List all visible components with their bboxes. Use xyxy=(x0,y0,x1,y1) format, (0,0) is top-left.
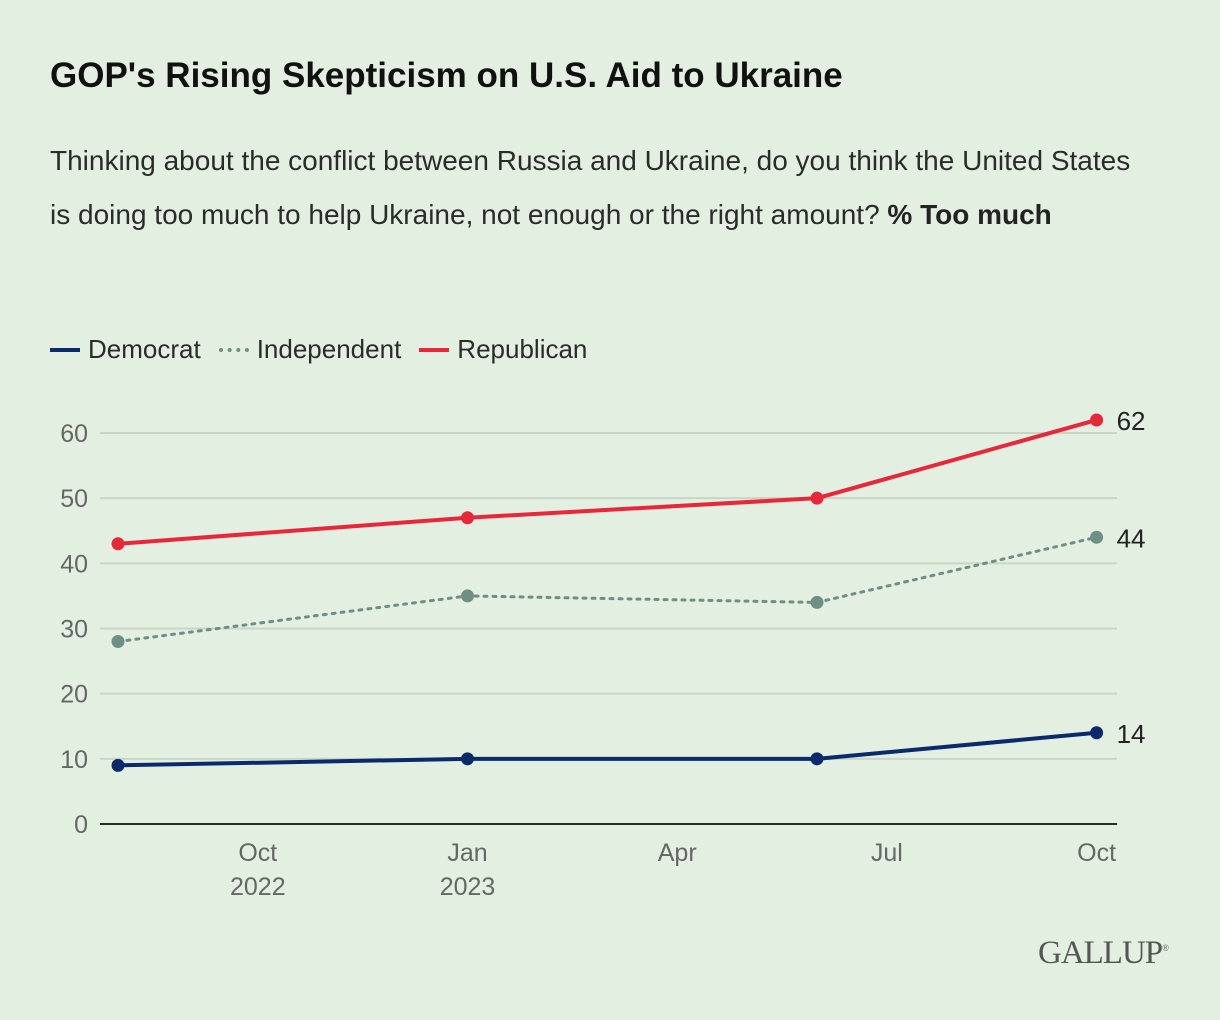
y-tick-label: 50 xyxy=(60,485,88,513)
data-point-republican xyxy=(810,491,824,505)
x-tick-year-label: 2022 xyxy=(230,873,286,901)
data-point-independent xyxy=(461,589,474,603)
legend-item-independent: Independent xyxy=(218,334,402,365)
legend-item-democrat: Democrat xyxy=(50,334,201,365)
end-label-republican: 62 xyxy=(1117,406,1146,436)
chart-subtitle: Thinking about the conflict between Russ… xyxy=(50,134,1150,242)
data-point-republican xyxy=(1090,413,1104,427)
x-tick-label: Oct xyxy=(238,839,277,867)
y-tick-label: 30 xyxy=(60,616,88,644)
legend: Democrat Independent Republican xyxy=(50,334,587,365)
data-point-republican xyxy=(111,537,125,551)
end-label-independent: 44 xyxy=(1117,523,1146,553)
data-point-independent xyxy=(1090,530,1104,544)
data-point-democrat xyxy=(1090,726,1104,740)
data-point-democrat xyxy=(461,752,474,766)
subtitle-emphasis: % Too much xyxy=(887,199,1052,230)
y-tick-label: 40 xyxy=(60,550,88,578)
y-tick-label: 0 xyxy=(74,811,88,839)
x-tick-label: Jul xyxy=(871,839,903,867)
legend-swatch-republican xyxy=(419,347,450,352)
x-tick-label: Jan xyxy=(447,839,487,867)
data-point-republican xyxy=(461,511,474,525)
series-line-democrat xyxy=(117,730,1097,768)
chart-title: GOP's Rising Skepticism on U.S. Aid to U… xyxy=(50,56,843,95)
legend-label: Republican xyxy=(457,334,588,364)
end-label-democrat: 14 xyxy=(1117,719,1146,749)
x-tick-year-label: 2023 xyxy=(440,873,496,901)
subtitle-question: Thinking about the conflict between Russ… xyxy=(50,145,1131,230)
series-line-independent xyxy=(116,535,1099,644)
legend-swatch-independent xyxy=(218,347,249,352)
data-point-independent xyxy=(111,635,125,649)
x-tick-label: Oct xyxy=(1077,839,1116,867)
legend-swatch-democrat xyxy=(50,347,80,352)
data-point-democrat xyxy=(810,752,824,766)
legend-label: Democrat xyxy=(88,334,201,364)
data-point-independent xyxy=(810,595,824,609)
legend-label: Independent xyxy=(256,334,402,364)
y-tick-label: 60 xyxy=(60,420,88,448)
y-tick-label: 10 xyxy=(60,746,88,774)
y-tick-label: 20 xyxy=(60,681,88,709)
legend-item-republican: Republican xyxy=(419,334,587,365)
gallup-logo: GALLUP® xyxy=(1037,935,1169,971)
x-tick-label: Apr xyxy=(658,839,697,867)
data-point-democrat xyxy=(111,758,125,772)
series-line-republican xyxy=(117,418,1098,546)
